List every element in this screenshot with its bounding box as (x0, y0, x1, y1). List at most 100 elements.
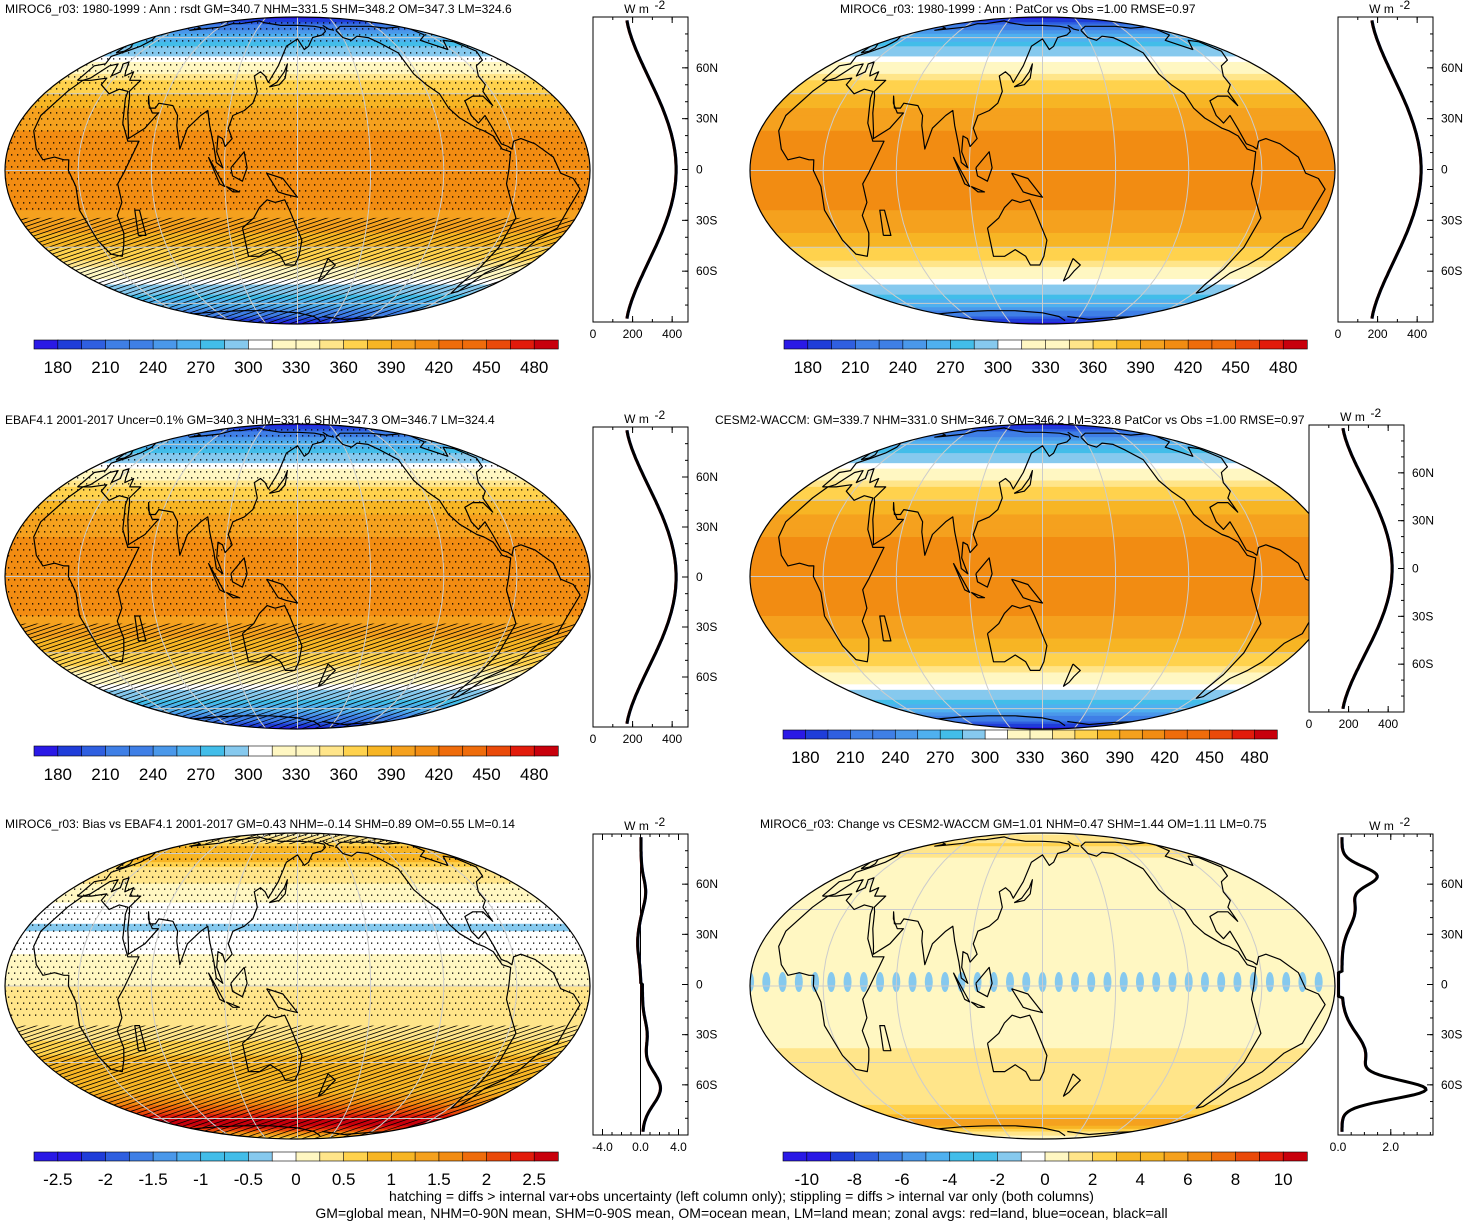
lat-label-p3: 60N (696, 470, 718, 484)
zonal-all-line-p5 (636, 837, 663, 1132)
colorbar-box-p6 (901, 1151, 927, 1162)
colorbar-box-p1 (343, 339, 369, 350)
equator-oval-p6 (1314, 971, 1323, 992)
x-tick-label-p5: -4.0 (592, 1140, 613, 1154)
colorbar-box-p2 (1068, 339, 1094, 350)
colorbar-p4: 180 210 240 270 300 330 360 390 420 450 480 (782, 729, 1278, 767)
colorbar-box-p3 (414, 745, 440, 757)
zonal-frame-p6 (1337, 833, 1434, 1136)
colorbar-box-p1 (295, 339, 321, 350)
colorbar-box-p2 (1282, 339, 1308, 350)
colorbar-label-p1: 240 (139, 358, 167, 377)
colorbar-label-p1: 450 (472, 358, 500, 377)
colorbar-box-p1 (414, 339, 440, 350)
colorbar-box-p2 (783, 339, 809, 350)
colorbar-box-p1 (57, 339, 83, 350)
colorbar-label-p4: 330 (1016, 748, 1044, 767)
colorbar-box-p5 (295, 1151, 321, 1162)
colorbar-p5: -2.5 -2 -1.5 -1 -0.5 0 0.5 1 1.5 2 2.5 (33, 1151, 559, 1189)
scallop-p6 (1157, 1031, 1176, 1046)
colorbar-label-p6: 2 (1088, 1170, 1097, 1189)
zonal-frame-p4 (1308, 424, 1405, 713)
zonal-panel-p1: 60N 30N 0 30S 60S 0 200 400 W m -2 (590, 0, 718, 341)
scallop-p6 (1141, 1031, 1160, 1046)
colorbar-label-p5: 1.5 (427, 1170, 451, 1189)
lat-label-p4: 0 (1412, 562, 1419, 576)
colorbar-label-p6: -2 (990, 1170, 1005, 1189)
equator-oval-p6 (762, 971, 771, 992)
lat-label-p4: 30N (1412, 514, 1434, 528)
scallop-p6 (1079, 1031, 1098, 1046)
colorbar-box-p4 (1186, 729, 1211, 740)
colorbar-box-p5 (224, 1151, 249, 1162)
unit-label-p6: W m (1369, 819, 1394, 833)
lat-label-p4: 30S (1412, 609, 1433, 623)
colorbar-label-p3: 360 (329, 765, 357, 784)
colorbar-box-p3 (486, 745, 511, 757)
equator-oval-p6 (1054, 971, 1063, 992)
colorbar-box-p2 (926, 339, 952, 350)
zonal-panel-p6: 60N 30N 0 30S 60S 0.0 2.0 W m -2 (1330, 815, 1463, 1154)
colorbar-label-p5: 2 (482, 1170, 491, 1189)
colorbar-label-p6: -4 (942, 1170, 957, 1189)
panel-title-p6: MIROC6_r03: Change vs CESM2-WACCM GM=1.0… (760, 817, 1267, 831)
equator-oval-p6 (1282, 971, 1291, 992)
equator-oval-p6 (859, 971, 868, 992)
colorbar-label-p4: 300 (971, 748, 999, 767)
x-tick-label-p4: 400 (1378, 717, 1398, 731)
x-tick-label-p1: 200 (623, 327, 643, 341)
scallop-p6 (1265, 1031, 1284, 1046)
colorbar-label-p5: -0.5 (234, 1170, 263, 1189)
unit-sup-p1: -2 (655, 0, 666, 12)
colorbar-label-p2: 300 (984, 358, 1012, 377)
scallop-p6 (1249, 1031, 1268, 1046)
colorbar-box-p5 (319, 1151, 345, 1162)
scallop-p6 (1018, 1031, 1037, 1046)
colorbar-label-p6: 8 (1231, 1170, 1240, 1189)
colorbar-label-p1: 300 (234, 358, 262, 377)
colorbar-box-p6 (806, 1151, 832, 1162)
scallop-p6 (770, 1031, 789, 1046)
x-tick-label-p1: 0 (590, 327, 597, 341)
footnote-hatching: hatching = diffs > internal var+obs unce… (389, 1188, 1094, 1204)
colorbar-label-p2: 180 (794, 358, 822, 377)
equator-oval-p6 (794, 971, 803, 992)
colorbar-p1: 180 210 240 270 300 330 360 390 420 450 480 (33, 339, 559, 377)
colorbar-box-p3 (271, 745, 297, 757)
colorbar-p6: -10 -8 -6 -4 -2 0 2 4 6 8 10 (782, 1151, 1308, 1189)
scallop-p6 (1048, 1031, 1067, 1046)
colorbar-label-p1: 180 (44, 358, 72, 377)
colorbar-box-p6 (1235, 1151, 1260, 1162)
lat-label-p1: 0 (696, 163, 703, 177)
zonal-all-line-p2 (1370, 20, 1423, 319)
x-tick-label-p2: 400 (1407, 327, 1427, 341)
colorbar-box-p2 (807, 339, 833, 350)
colorbar-box-p3 (128, 745, 154, 757)
colorbar-box-p5 (176, 1151, 202, 1162)
x-tick-label-p1: 400 (662, 327, 682, 341)
unit-sup-p5: -2 (655, 815, 666, 829)
colorbar-box-p3 (152, 745, 178, 757)
scallop-p6 (971, 1031, 990, 1046)
colorbar-box-p3 (57, 745, 83, 757)
x-tick-label-p4: 200 (1339, 717, 1359, 731)
lat-label-p3: 0 (696, 570, 703, 584)
colorbar-box-p5 (152, 1151, 178, 1162)
colorbar-box-p2 (1092, 339, 1118, 350)
colorbar-label-p1: 270 (187, 358, 215, 377)
lat-label-p5: 60S (696, 1078, 717, 1092)
lat-label-p5: 30N (696, 927, 718, 941)
colorbar-box-p2 (1045, 339, 1070, 350)
colorbar-box-p1 (176, 339, 202, 350)
zonal-panel-p5: 60N 30N 0 30S 60S -4.0 0.0 4.0 W m -2 (592, 815, 718, 1154)
lat-label-p1: 30S (696, 213, 717, 227)
colorbar-box-p3 (367, 745, 392, 757)
colorbar-box-p1 (486, 339, 511, 350)
colorbar-box-p2 (1116, 339, 1142, 350)
map-p2 (749, 16, 1336, 325)
colorbar-box-p2 (902, 339, 928, 350)
colorbar-label-p4: 180 (791, 748, 819, 767)
lat-label-p2: 60N (1441, 61, 1463, 75)
colorbar-label-p6: 4 (1136, 1170, 1145, 1189)
colorbar-box-p6 (877, 1151, 903, 1162)
